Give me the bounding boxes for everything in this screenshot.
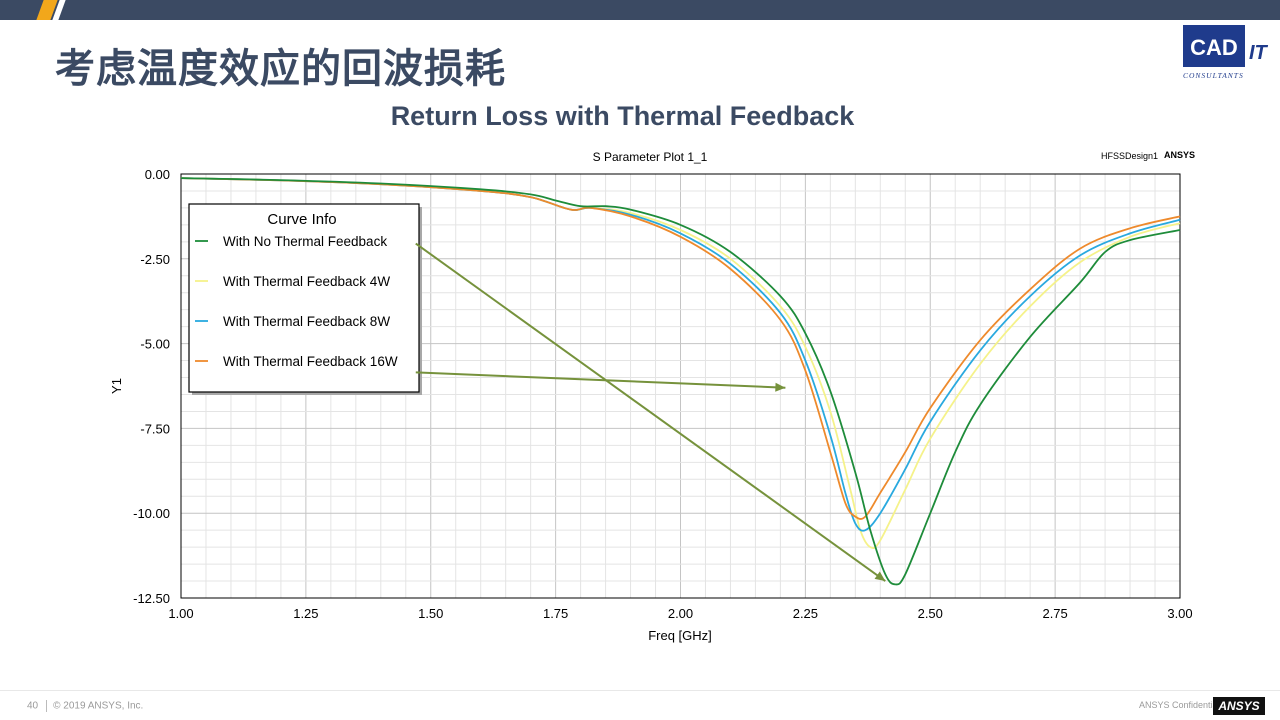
page-number: 40 bbox=[27, 700, 39, 712]
design-label: HFSSDesign1 bbox=[1101, 151, 1158, 161]
header-bar bbox=[0, 0, 1280, 20]
series-lines bbox=[180, 177, 1181, 586]
slide-title: 考虑温度效应的回波损耗 bbox=[55, 46, 506, 92]
annotation-arrow-line bbox=[415, 371, 786, 389]
logo-sub: CONSULTANTS bbox=[1183, 71, 1244, 80]
x-tick-label: 1.25 bbox=[293, 606, 318, 621]
y-tick-label: -5.00 bbox=[140, 337, 170, 352]
logo-suffix: IT bbox=[1249, 42, 1269, 64]
y-axis-label: Y1 bbox=[109, 378, 124, 394]
x-tick-label: 1.00 bbox=[168, 606, 193, 621]
y-tick-label: -10.00 bbox=[133, 506, 170, 521]
y-tick-label: 0.00 bbox=[145, 167, 170, 182]
legend-entry: With Thermal Feedback 4W bbox=[223, 274, 390, 289]
logo-text: CAD bbox=[1190, 35, 1238, 60]
plot-frame bbox=[180, 173, 1181, 599]
slide-subtitle: Return Loss with Thermal Feedback bbox=[390, 101, 855, 131]
series-line-1 bbox=[180, 177, 1181, 586]
x-tick-label: 3.00 bbox=[1167, 606, 1192, 621]
x-axis-label: Freq [GHz] bbox=[648, 628, 712, 643]
annotation-arrow-head bbox=[874, 571, 886, 582]
x-tick-label: 2.25 bbox=[793, 606, 818, 621]
confidential-label: ANSYS Confidential bbox=[1139, 700, 1220, 710]
legend: Curve Info With No Thermal Feedback With T… bbox=[188, 203, 422, 395]
x-tick-label: 2.00 bbox=[668, 606, 693, 621]
annotation-arrow-line bbox=[415, 242, 886, 582]
annotation-arrow-head bbox=[775, 382, 786, 392]
y-tick-label: -7.50 bbox=[140, 421, 170, 436]
legend-title: Curve Info bbox=[267, 211, 336, 228]
x-tick-label: 1.75 bbox=[543, 606, 568, 621]
legend-entry: With No Thermal Feedback bbox=[223, 234, 387, 249]
x-tick-label: 1.50 bbox=[418, 606, 443, 621]
ansys-logo: ANSYS bbox=[1213, 697, 1265, 715]
legend-entry: With Thermal Feedback 16W bbox=[223, 354, 398, 369]
series-line-4 bbox=[180, 177, 1181, 520]
tick-labels: 1.00 1.25 1.50 1.75 2.00 2.25 2.50 2.75 3.00 0.00… bbox=[133, 167, 1193, 621]
y-tick-label: -12.50 bbox=[133, 591, 170, 606]
footer-divider bbox=[0, 690, 1280, 691]
copyright: © 2019 ANSYS, Inc. bbox=[53, 700, 144, 712]
chart-title: S Parameter Plot 1_1 bbox=[593, 150, 708, 164]
footer-left: 40 © 2019 ANSYS, Inc. bbox=[27, 700, 143, 712]
x-tick-label: 2.50 bbox=[918, 606, 943, 621]
legend-entry: With Thermal Feedback 8W bbox=[223, 314, 390, 329]
legend-box bbox=[188, 203, 420, 393]
annotation-arrows bbox=[415, 242, 886, 582]
cadit-logo: CAD IT CONSULTANTS bbox=[1183, 25, 1269, 80]
ansys-chart-label: ANSYS bbox=[1164, 150, 1195, 160]
y-tick-label: -2.50 bbox=[140, 252, 170, 267]
x-tick-label: 2.75 bbox=[1042, 606, 1067, 621]
